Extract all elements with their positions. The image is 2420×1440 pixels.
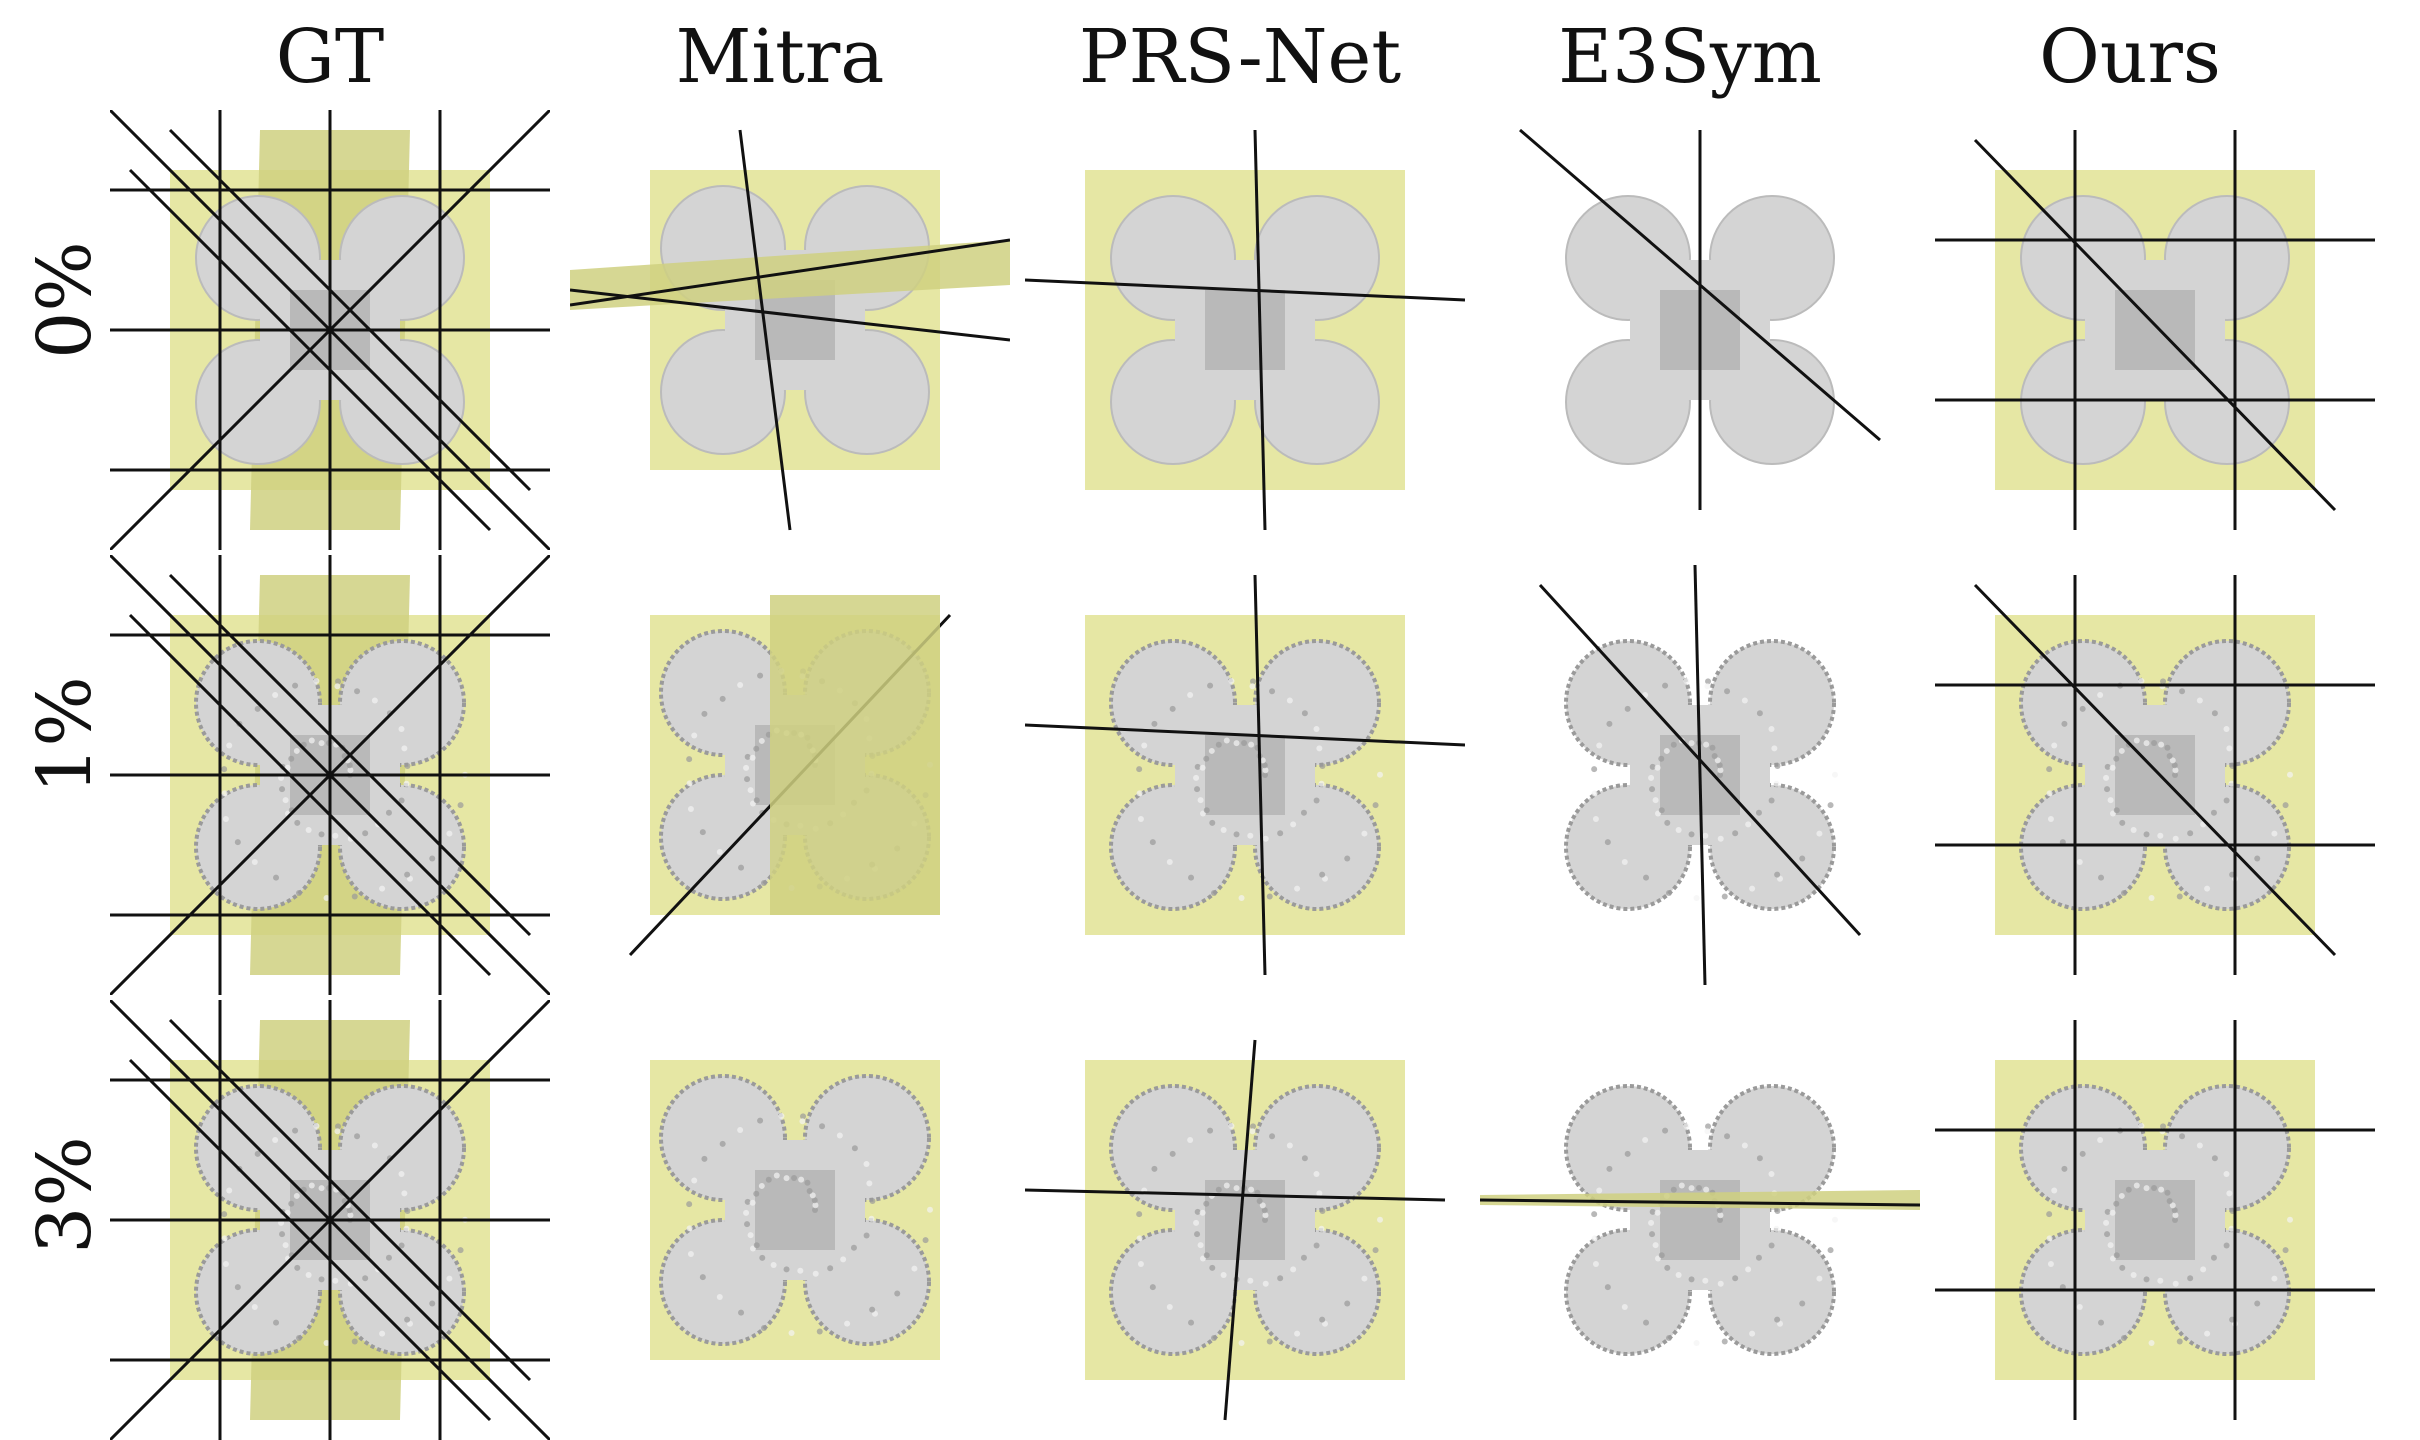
plane-intersection-line xyxy=(570,238,1010,307)
plane-intersection-line xyxy=(128,613,492,977)
panel-render-ours-3-percent xyxy=(1935,1020,2375,1420)
panel-render-prs-net-0-percent xyxy=(1025,129,1465,531)
panel-render-prs-net-3-percent xyxy=(1025,1039,1446,1421)
plane-intersection-line xyxy=(168,573,532,937)
plane-intersection-line xyxy=(110,555,550,995)
plane-intersection-line xyxy=(570,288,1010,342)
plane-intersection-line xyxy=(168,1018,532,1382)
column-header-e3sym: E3Sym xyxy=(1558,14,1822,100)
plane-intersection-line xyxy=(110,110,550,550)
plane-intersection-line xyxy=(1025,1188,1446,1202)
cross-shaped-model xyxy=(659,1074,933,1346)
panel-render-gt-1-percent xyxy=(110,555,550,995)
plane-intersection-line xyxy=(128,1058,492,1422)
panel-render-gt-0-percent xyxy=(110,110,550,550)
symmetry-plane xyxy=(770,595,940,915)
plane-intersection-line xyxy=(738,129,792,531)
plane-intersection-line xyxy=(1025,723,1465,747)
cross-shaped-model xyxy=(1564,1084,1838,1356)
plane-intersection-line xyxy=(1480,1198,1920,1207)
panel-render-mitra-3-percent xyxy=(650,1060,940,1360)
panel-render-prs-net-1-percent xyxy=(1025,574,1465,976)
panel-ours-1-percent xyxy=(1935,555,2375,995)
panel-prs-net-1-percent xyxy=(1025,555,1465,995)
cross-shaped-model xyxy=(1564,639,1838,911)
panel-e3sym-0-percent xyxy=(1480,110,1920,550)
panel-render-ours-1-percent xyxy=(1935,575,2375,975)
panel-gt-3-percent xyxy=(110,1000,550,1440)
plane-intersection-line xyxy=(128,168,492,532)
panel-e3sym-1-percent xyxy=(1480,555,1920,995)
row-label-1-percent: 1% xyxy=(22,676,108,794)
cross-shaped-model xyxy=(1565,195,1835,465)
plane-intersection-line xyxy=(1693,564,1707,986)
cross-shaped-model xyxy=(2019,639,2293,911)
row-label-0-percent: 0% xyxy=(22,241,108,359)
panel-prs-net-0-percent xyxy=(1025,110,1465,550)
plane-intersection-line xyxy=(1973,583,2337,957)
cross-shaped-model xyxy=(1110,195,1380,465)
panel-render-mitra-1-percent xyxy=(628,595,952,957)
panel-mitra-1-percent xyxy=(570,555,1010,995)
column-header-ours: Ours xyxy=(2039,14,2221,100)
panel-render-e3sym-1-percent xyxy=(1538,564,1862,986)
cross-shaped-model xyxy=(1109,1084,1383,1356)
plane-intersection-line xyxy=(1253,129,1267,531)
panel-render-e3sym-3-percent xyxy=(1480,1084,1920,1356)
cross-shaped-model xyxy=(1109,639,1383,911)
panel-e3sym-3-percent xyxy=(1480,1000,1920,1440)
column-header-gt: GT xyxy=(275,14,385,100)
column-header-mitra: Mitra xyxy=(675,14,885,100)
panel-prs-net-3-percent xyxy=(1025,1000,1465,1440)
panel-ours-0-percent xyxy=(1935,110,2375,550)
plane-intersection-line xyxy=(110,1000,550,1440)
panel-mitra-3-percent xyxy=(570,1000,1010,1440)
panel-gt-1-percent xyxy=(110,555,550,995)
plane-intersection-line xyxy=(1223,1039,1257,1421)
panel-ours-3-percent xyxy=(1935,1000,2375,1440)
panel-render-ours-0-percent xyxy=(1935,130,2375,530)
row-label-3-percent: 3% xyxy=(22,1136,108,1254)
panel-render-mitra-0-percent xyxy=(570,129,1010,531)
plane-intersection-line xyxy=(168,128,532,492)
plane-intersection-line xyxy=(1025,278,1465,302)
plane-intersection-line xyxy=(1253,574,1267,976)
panel-gt-0-percent xyxy=(110,110,550,550)
panel-render-gt-3-percent xyxy=(110,1000,550,1440)
panel-render-e3sym-0-percent xyxy=(1519,128,1881,510)
plane-intersection-line xyxy=(1973,138,2337,512)
panel-mitra-0-percent xyxy=(570,110,1010,550)
column-header-prs-net: PRS-Net xyxy=(1078,14,1402,100)
cross-shaped-model xyxy=(2019,1084,2293,1356)
